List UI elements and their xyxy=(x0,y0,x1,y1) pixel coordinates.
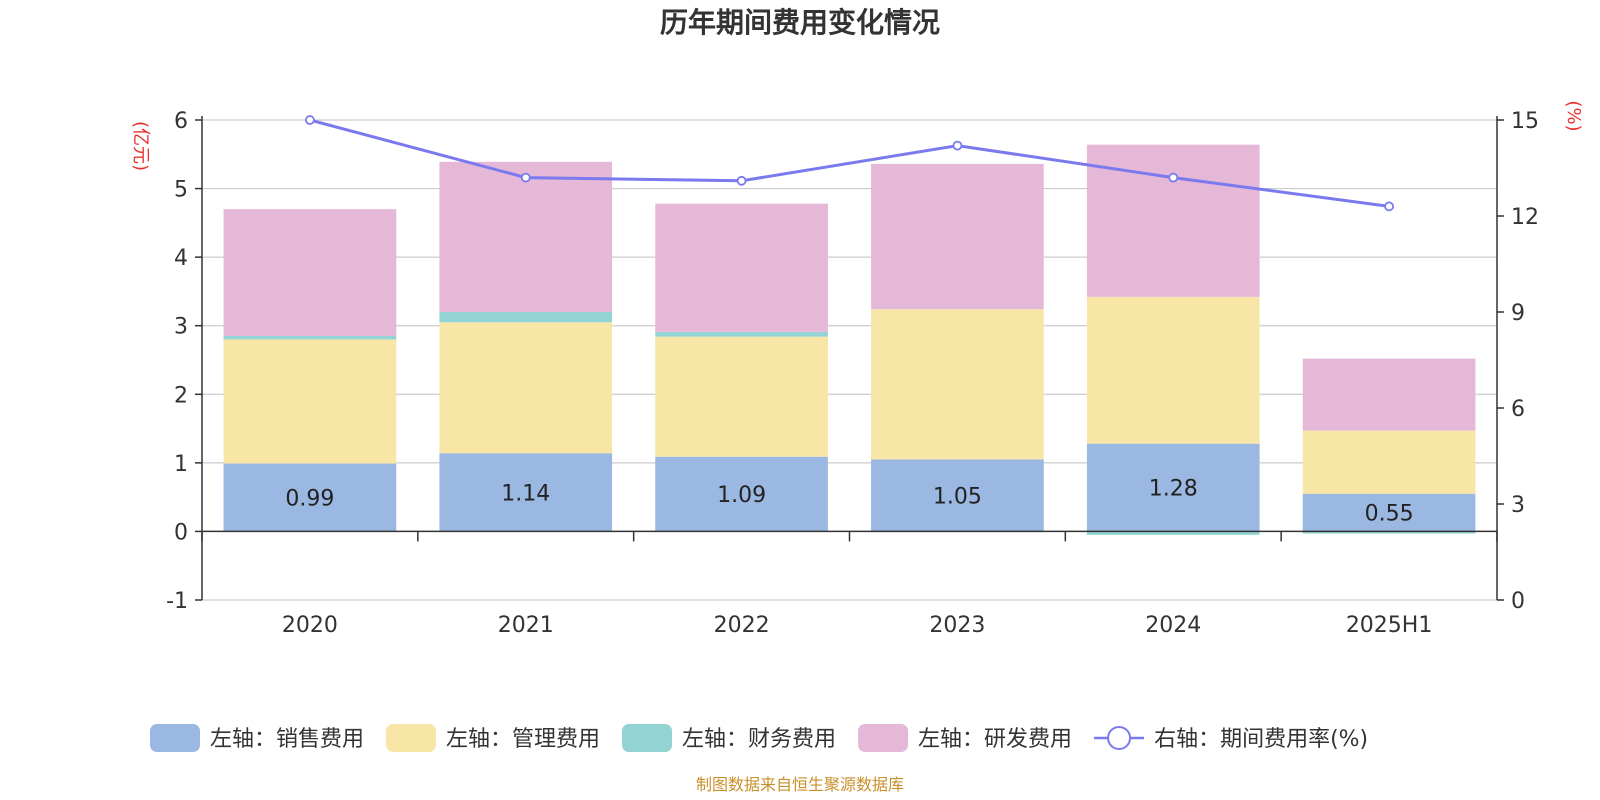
bar-segment xyxy=(655,331,828,337)
x-tick-label: 2022 xyxy=(714,613,770,638)
legend-label: 左轴：销售费用 xyxy=(210,727,364,752)
bar-segment xyxy=(871,309,1044,460)
bar-segment xyxy=(1086,443,1260,532)
bar-segment xyxy=(223,339,397,464)
bar-segment xyxy=(439,161,613,312)
bar-data-label: 1.28 xyxy=(1149,477,1198,502)
bar-data-label: 1.09 xyxy=(717,483,766,508)
y-tick-label: 1 xyxy=(174,452,188,477)
right-axis-unit: (%) xyxy=(1563,100,1584,131)
legend-swatch xyxy=(150,724,200,752)
bar-data-label: 0.99 xyxy=(285,486,334,511)
bar-segment xyxy=(655,456,828,532)
bar-segment xyxy=(223,209,397,336)
y2-tick-label: 0 xyxy=(1511,589,1525,614)
rate-point xyxy=(1168,172,1179,183)
y2-tick-label: 15 xyxy=(1511,109,1539,134)
bar-segment xyxy=(439,453,613,532)
legend-swatch xyxy=(622,724,673,752)
bar-series xyxy=(223,144,1476,535)
bar-segment xyxy=(1302,493,1476,532)
bar-segment xyxy=(1302,358,1476,431)
bar-data-label: 1.05 xyxy=(933,484,982,509)
y-tick-label: 6 xyxy=(174,109,188,134)
bar-segment xyxy=(223,463,397,532)
rate-line-series xyxy=(305,115,1394,212)
legend-label: 左轴：财务费用 xyxy=(682,727,836,752)
y-tick-label: 3 xyxy=(174,315,188,340)
legend-marker xyxy=(1107,726,1132,750)
bar-segment xyxy=(1086,296,1260,444)
bar-segment xyxy=(655,203,828,332)
bar-segment xyxy=(1302,430,1476,494)
legend-swatch xyxy=(386,724,437,752)
y-tick-label: 4 xyxy=(174,246,188,271)
data-labels: 0.99 1.14 1.09 1.05 1.28 0.55 xyxy=(285,477,1413,527)
y2-tick-label: 6 xyxy=(1511,397,1525,422)
y2-tick-label: 3 xyxy=(1511,493,1525,518)
bar-segment xyxy=(1302,531,1476,534)
bar-segment xyxy=(655,336,828,457)
bar-data-label: 1.14 xyxy=(501,481,550,506)
rate-line xyxy=(309,118,1390,208)
y-tick-label: 5 xyxy=(174,178,188,203)
x-tick-label: 2020 xyxy=(282,613,338,638)
bar-segment xyxy=(439,322,613,454)
source-note: 制图数据来自恒生聚源数据库 xyxy=(696,775,904,794)
y-tick-label: 0 xyxy=(174,520,188,545)
y-tick-label: -1 xyxy=(166,589,188,614)
x-tick-label: 2021 xyxy=(498,613,554,638)
legend-label: 左轴：管理费用 xyxy=(446,727,600,752)
legend-label: 右轴：期间费用率(%) xyxy=(1154,727,1368,752)
left-axis-unit: (亿元) xyxy=(130,121,151,171)
y-tick-label: 2 xyxy=(174,383,188,408)
bar-data-label: 0.55 xyxy=(1365,502,1414,527)
rate-point xyxy=(952,140,963,151)
y2-tick-label: 12 xyxy=(1511,205,1539,230)
bar-segment xyxy=(223,336,397,340)
chart-title: 历年期间费用变化情况 xyxy=(660,6,940,39)
rate-point xyxy=(305,115,315,125)
rate-point xyxy=(736,175,747,186)
bar-segment xyxy=(871,163,1044,310)
x-tick-label: 2024 xyxy=(1145,613,1201,638)
legend-label: 左轴：研发费用 xyxy=(918,727,1072,752)
bar-segment xyxy=(871,459,1044,532)
rate-point xyxy=(1384,201,1394,212)
bar-segment xyxy=(439,312,613,323)
legend-swatch xyxy=(858,724,909,752)
x-tick-label: 2025H1 xyxy=(1346,613,1433,638)
y2-tick-label: 9 xyxy=(1511,301,1525,326)
x-tick-label: 2023 xyxy=(929,613,985,638)
bar-segment xyxy=(1086,531,1260,535)
rate-point xyxy=(520,172,531,183)
legend: 左轴：销售费用 左轴：管理费用 左轴：财务费用 左轴：研发费用 右轴：期间费用率(%) xyxy=(150,724,1368,752)
